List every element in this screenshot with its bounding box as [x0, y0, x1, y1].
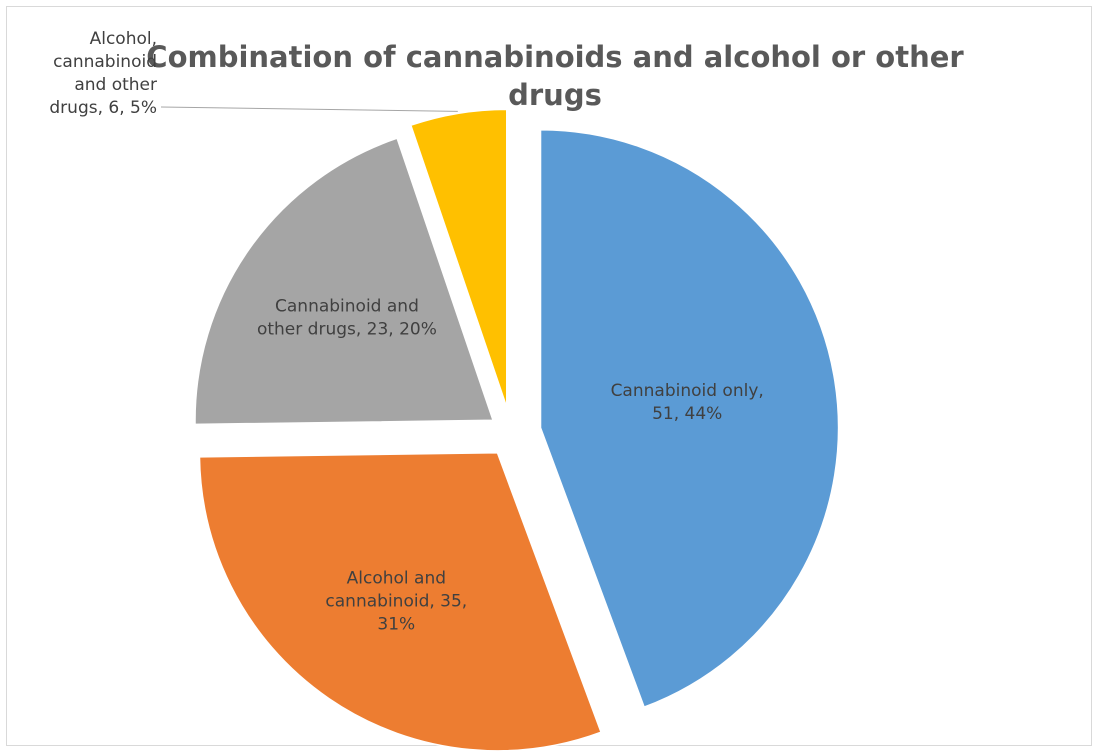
data-label-line: Alcohol,	[90, 29, 157, 49]
data-label-line: cannabinoid, 35,	[325, 591, 467, 611]
data-label-line: cannabinoid	[53, 52, 157, 72]
data-label-line: drugs, 6, 5%	[49, 98, 157, 118]
chart-title-line: drugs	[508, 78, 602, 112]
pie-slice-cannabinoid-and-other-drugs	[194, 137, 495, 426]
pie-slice-cannabinoid-only	[539, 128, 840, 709]
data-label-line: and other	[74, 75, 157, 95]
data-label-line: 31%	[377, 614, 415, 634]
data-label-cannabinoid-and-other-drugs: Cannabinoid and other drugs, 23, 20%	[257, 297, 437, 340]
data-label-line: other drugs, 23, 20%	[257, 320, 437, 340]
data-labels: Cannabinoid only, 51, 44% Alcohol and canna…	[49, 29, 763, 634]
data-label-alcohol-and-cannabinoid: Alcohol and cannabinoid, 35, 31%	[325, 568, 467, 634]
chart-title-line: Combination of cannabinoids and alcohol …	[146, 40, 964, 74]
chart-title: Combination of cannabinoids and alcohol …	[146, 40, 964, 112]
data-label-cannabinoid-only: Cannabinoid only, 51, 44%	[611, 381, 764, 424]
data-label-line: Alcohol and	[347, 568, 446, 588]
leader-line-alcohol-cannabinoid-and-other-drugs	[160, 106, 458, 112]
data-label-alcohol-cannabinoid-and-other-drugs: Alcohol, cannabinoid and other drugs, 6, 5%	[49, 29, 157, 118]
pie-slice-alcohol-cannabinoid-and-other-drugs	[409, 108, 508, 408]
chart-title-text: Combination of cannabinoids and alcohol …	[146, 40, 964, 112]
data-label-line: 51, 44%	[652, 404, 722, 424]
data-label-line: Cannabinoid only,	[611, 381, 764, 401]
leader-lines	[160, 106, 458, 112]
pie-slice-alcohol-and-cannabinoid	[198, 452, 603, 752]
pie-slices	[194, 108, 840, 752]
data-label-line: Cannabinoid and	[275, 297, 419, 317]
